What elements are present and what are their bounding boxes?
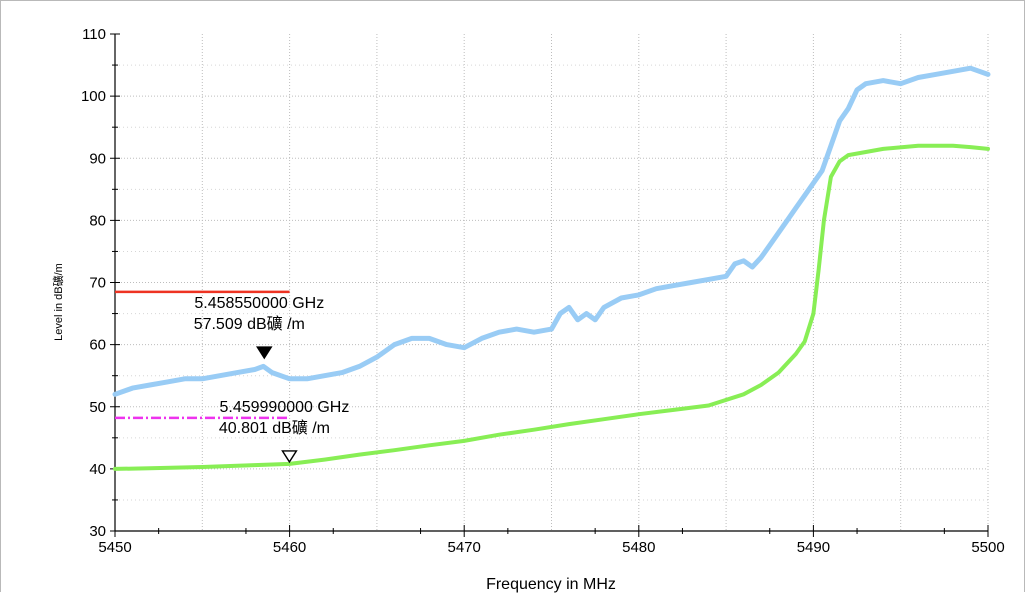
x-tick-label: 5500: [971, 539, 1004, 556]
limit-lines: [115, 290, 290, 420]
x-tick-label: 5460: [273, 539, 306, 556]
x-tick-label: 5490: [797, 539, 830, 556]
marker-2-frequency: 5.459990000 GHz: [219, 399, 349, 416]
y-tick-label: 40: [89, 461, 106, 478]
series-group: [112, 65, 991, 471]
x-ticks: 5450 5460 5470 5480 5490 5500: [98, 525, 1005, 556]
y-ticks: 30 40 50 60 70 80 90 100 110: [81, 26, 120, 540]
markers: 5.458550000 GHz 57.509 dB礦 /m 5.459990000 …: [194, 295, 349, 464]
y-tick-label: 80: [89, 212, 106, 229]
x-tick-label: 5480: [622, 539, 655, 556]
series-line-1: [112, 65, 991, 397]
y-tick-label: 30: [89, 523, 106, 540]
y-tick-label: 60: [89, 337, 106, 354]
marker-1-triangle: [256, 346, 273, 360]
y-tick-label: 50: [89, 399, 106, 416]
y-axis-label: Level in dB礦/m: [51, 263, 65, 341]
x-tick-label: 5450: [98, 539, 131, 556]
axes: [114, 34, 988, 532]
grid: [115, 34, 989, 531]
marker-1-level: 57.509 dB礦 /m: [194, 315, 305, 333]
marker-2-triangle: [281, 450, 298, 464]
x-axis-label: Frequency in MHz: [486, 576, 616, 593]
series-line-2: [113, 143, 990, 471]
marker-1-frequency: 5.458550000 GHz: [194, 295, 324, 312]
marker-2-level: 40.801 dB礦 /m: [219, 419, 330, 437]
y-tick-label: 70: [89, 275, 106, 292]
y-tick-label: 110: [82, 26, 106, 43]
y-tick-label: 90: [89, 150, 106, 167]
y-tick-label: 100: [81, 88, 106, 105]
x-tick-label: 5470: [448, 539, 481, 556]
